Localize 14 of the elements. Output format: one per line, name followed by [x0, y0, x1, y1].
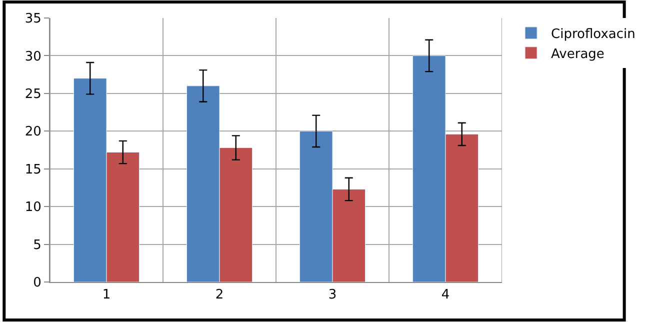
x-tick-label: 1 — [102, 288, 111, 303]
legend-label: Average — [551, 46, 604, 62]
x-tick-label: 2 — [215, 288, 224, 303]
legend-label: Ciprofloxacin — [551, 27, 636, 42]
y-tick-label: 15 — [24, 162, 42, 178]
y-tick-label: 20 — [24, 124, 42, 140]
x-tick-label: 4 — [441, 288, 450, 303]
x-tick-label: 3 — [328, 288, 337, 303]
y-tick-label: 35 — [24, 12, 42, 27]
y-tick-label: 5 — [33, 238, 42, 253]
y-tick-label: 0 — [33, 276, 42, 291]
y-tick-label: 10 — [24, 200, 42, 216]
y-tick-label: 25 — [24, 86, 42, 102]
y-tick-label: 30 — [24, 49, 42, 64]
